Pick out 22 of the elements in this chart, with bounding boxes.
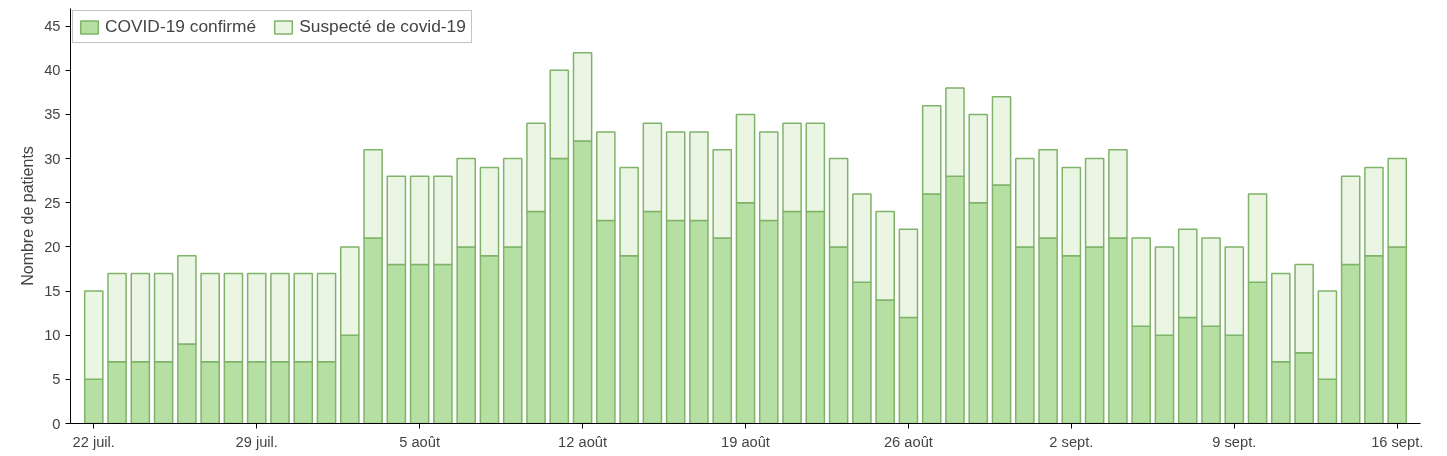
x-tick-label: 2 sept. [1049, 433, 1094, 450]
y-tick-label: 20 [44, 238, 61, 255]
x-tick-label: 9 sept. [1212, 433, 1257, 450]
legend-label: Suspecté de covid-19 [299, 16, 466, 37]
x-tick-label: 29 juil. [235, 433, 278, 450]
x-tick-label: 5 août [399, 433, 441, 450]
y-tick-label: 25 [44, 194, 61, 211]
y-tick-label: 5 [52, 371, 61, 388]
x-tick-label: 19 août [721, 433, 770, 450]
y-axis-title: Nombre de patients [19, 146, 37, 286]
x-tick-label: 12 août [558, 433, 608, 450]
legend-label: COVID-19 confirmé [105, 16, 257, 37]
y-tick-label: 40 [44, 62, 61, 79]
x-tick-label: 26 août [883, 433, 933, 450]
x-tick-label: 16 sept. [1371, 433, 1424, 450]
y-tick-label: 0 [52, 415, 61, 432]
y-tick-label: 15 [44, 283, 61, 300]
x-tick-label: 22 juil. [72, 433, 115, 450]
y-tick-label: 45 [44, 18, 61, 35]
y-tick-label: 10 [44, 327, 61, 344]
y-tick-label: 30 [44, 150, 61, 167]
y-tick-label: 35 [44, 106, 61, 123]
